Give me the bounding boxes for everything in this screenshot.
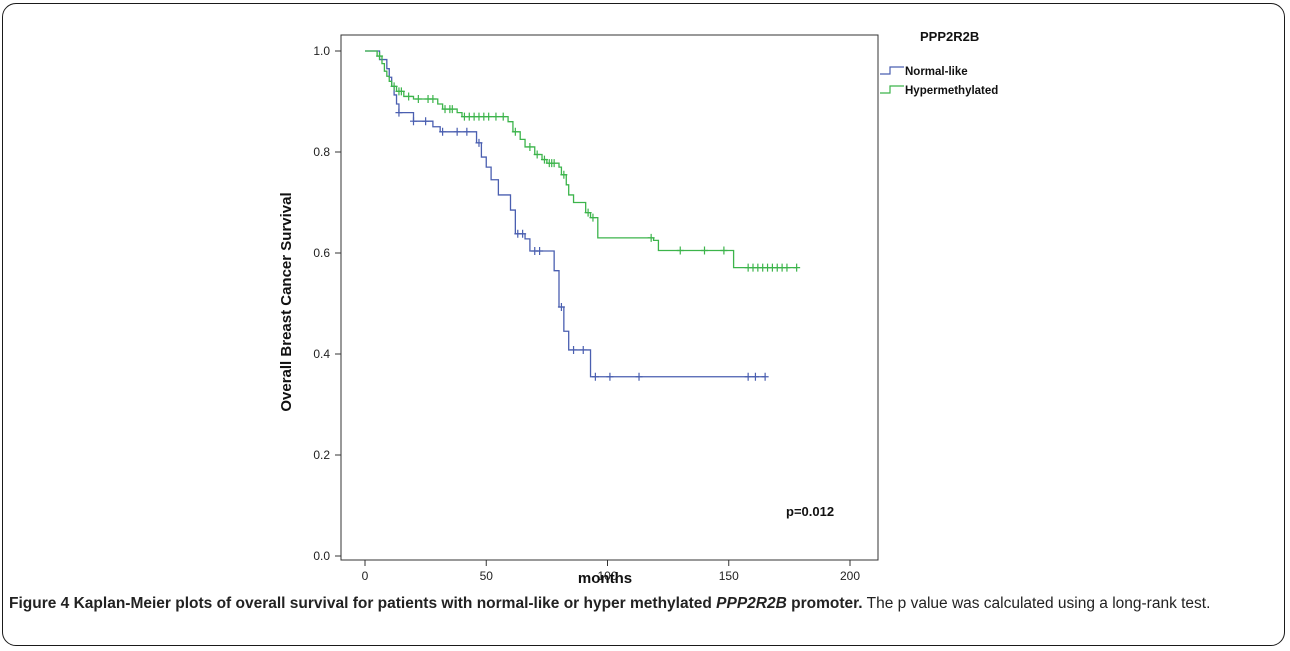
censor-mark-normal-like [422,117,430,126]
censor-mark-hypermethylated [793,263,801,272]
censor-mark-hypermethylated [647,233,655,242]
censor-mark-hypermethylated [485,112,493,121]
censor-mark-normal-like [536,246,544,255]
caption-figure-label: Figure 4 [9,595,70,612]
censor-mark-hypermethylated [560,170,568,179]
x-axis-label: months [578,570,632,587]
censor-mark-hypermethylated [540,155,548,164]
legend-label-normal-like: Normal-like [905,66,968,78]
caption-title-part-1: Kaplan-Meier plots of overall survival f… [73,595,717,612]
x-tick-label: 200 [840,569,860,583]
censor-mark-normal-like [744,372,752,381]
censor-mark-hypermethylated [511,127,519,136]
censor-mark-normal-like [395,108,403,117]
censor-mark-hypermethylated [390,82,398,91]
censor-mark-hypermethylated [414,94,422,103]
censor-mark-hypermethylated [499,112,507,121]
y-tick-label: 0.8 [313,145,330,159]
y-tick-label: 0.4 [313,347,330,361]
censor-mark-normal-like [570,345,578,354]
x-tick-label: 0 [362,569,369,583]
y-tick-label: 1.0 [313,44,330,58]
censor-mark-normal-like [635,372,643,381]
censor-mark-hypermethylated [550,159,558,168]
plot-area [340,34,879,561]
censor-marks [376,52,801,381]
censor-mark-hypermethylated [720,246,728,255]
caption-gene-name: PPP2R2B [716,595,787,612]
x-tick-label: 150 [719,569,739,583]
y-axis-label: Overall Breast Cancer Survival [278,192,295,411]
legend-swatch-hypermethylated [880,85,904,94]
censor-mark-hypermethylated [701,246,708,255]
y-tick-label: 0.0 [313,549,330,563]
censor-mark-normal-like [751,372,759,381]
legend: PPP2R2B Normal-like Hypermethylated [880,29,998,97]
legend-label-hypermethylated: Hypermethylated [905,85,998,97]
censor-mark-normal-like [761,372,769,381]
censor-mark-normal-like [557,303,565,312]
censor-mark-hypermethylated [405,92,413,101]
censor-mark-hypermethylated [526,142,534,151]
censor-mark-normal-like [410,117,417,126]
censor-mark-hypermethylated [492,112,500,121]
censor-mark-normal-like [463,127,471,136]
censor-mark-normal-like [519,229,527,238]
x-axis-ticks: 0 50 100 150 200 [362,560,860,583]
p-value-annotation: p=0.012 [786,504,834,519]
censor-mark-hypermethylated [376,52,384,61]
censor-mark-hypermethylated [676,246,684,255]
figure-caption: Figure 4 Kaplan-Meier plots of overall s… [9,593,1274,615]
censor-mark-hypermethylated [429,94,437,103]
caption-description: The p value was calculated using a long-… [862,595,1211,612]
censor-mark-normal-like [579,345,587,354]
censor-mark-normal-like [475,138,483,147]
legend-title: PPP2R2B [920,29,979,44]
y-axis-ticks: 0.0 0.2 0.4 0.6 0.8 1.0 [313,44,341,563]
y-tick-label: 0.6 [313,246,330,260]
censor-mark-normal-like [591,372,599,381]
censor-mark-hypermethylated [783,263,791,272]
censor-mark-hypermethylated [584,208,592,217]
censor-mark-hypermethylated [533,150,541,159]
kaplan-meier-chart: 0.0 0.2 0.4 0.6 0.8 1.0 0 50 100 150 200 Overall … [278,29,998,587]
censor-mark-hypermethylated [397,87,405,96]
y-tick-label: 0.2 [313,448,330,462]
x-tick-label: 50 [480,569,494,583]
x-tick-label: 100 [597,569,617,583]
censor-mark-normal-like [606,372,614,381]
legend-swatch-normal-like [880,66,904,75]
caption-title-part-2: promoter. [786,595,863,612]
censor-mark-normal-like [439,127,447,136]
censor-mark-hypermethylated [589,213,597,222]
censor-mark-normal-like [453,127,461,136]
censor-mark-hypermethylated [448,105,456,114]
